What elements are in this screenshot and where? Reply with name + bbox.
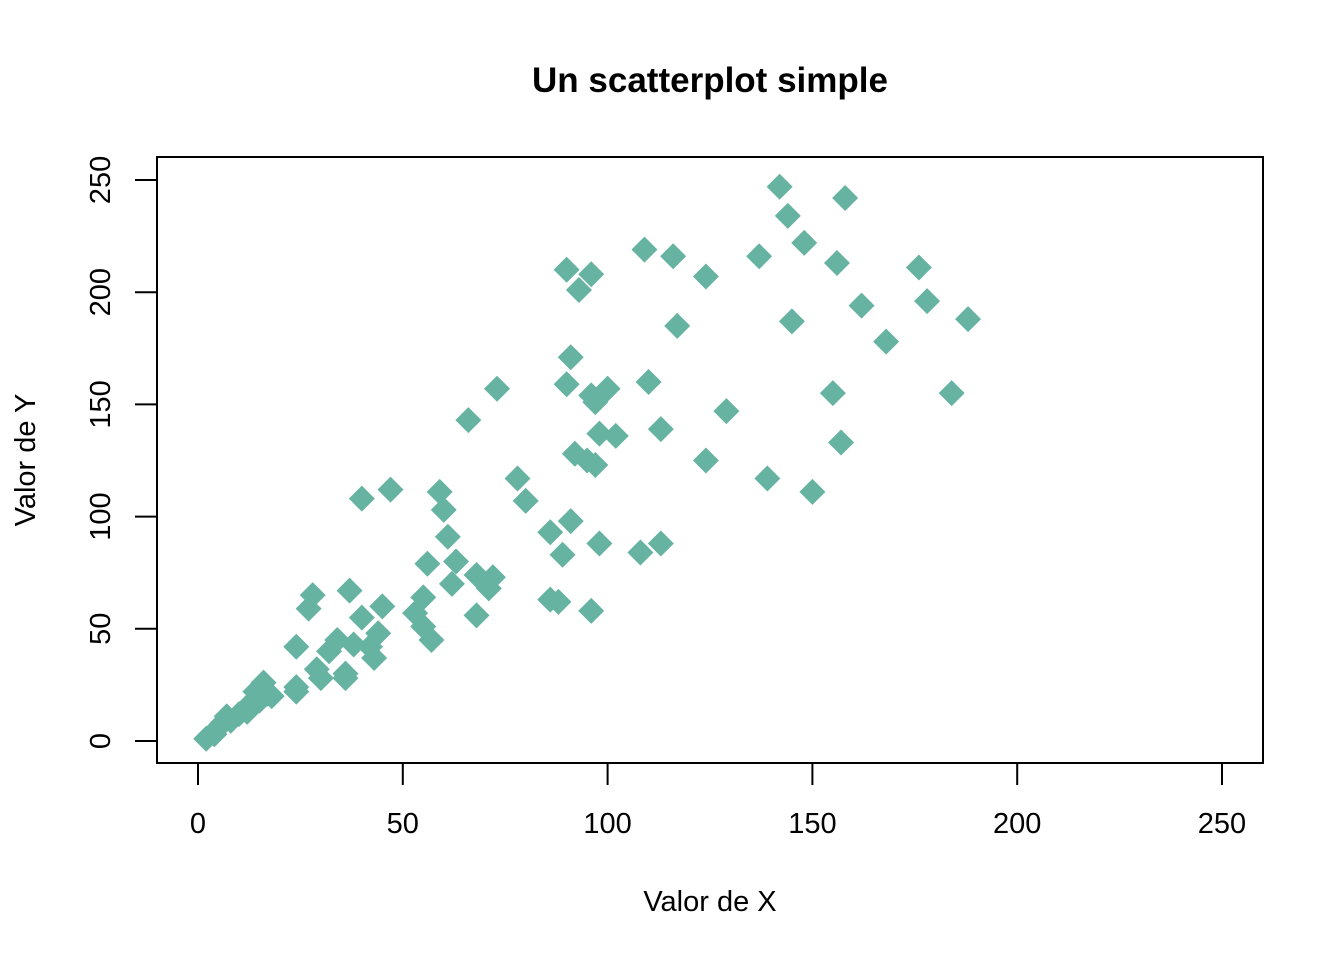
data-point [594,375,621,402]
data-point [586,530,613,557]
data-point [283,633,310,660]
data-point [234,698,261,725]
data-point [586,420,613,447]
data-point [545,588,572,615]
data-point [443,548,470,575]
data-point [307,665,334,692]
x-tick-label: 0 [190,808,206,840]
data-point [377,476,404,503]
data-point [635,368,662,395]
data-point [778,308,805,335]
data-point [553,256,580,283]
data-point [537,519,564,546]
data-point [848,292,875,319]
data-point [955,306,982,333]
data-point [504,465,531,492]
data-point [295,595,322,622]
data-point [832,184,859,211]
y-tick-label: 100 [85,492,117,540]
x-tick-label: 150 [788,808,836,840]
data-point [549,541,576,568]
y-axis: 0 50 100 150 200 250 [85,156,158,749]
y-tick-label: 250 [85,156,117,204]
data-point [484,375,511,402]
data-point [455,407,482,434]
data-point [713,398,740,425]
data-point [430,496,457,523]
data-point [479,564,506,591]
data-point [512,487,539,514]
data-point [819,380,846,407]
data-point [258,683,285,710]
data-point [905,254,932,281]
data-point [438,570,465,597]
data-point [766,173,793,200]
data-point [828,429,855,456]
data-point [557,344,584,371]
data-point [578,261,605,288]
data-point [746,243,773,270]
data-point [414,550,441,577]
data-point [754,465,781,492]
x-tick-label: 100 [583,808,631,840]
data-point [369,593,396,620]
data-point [553,371,580,398]
data-points [193,173,982,752]
data-point [463,602,490,629]
data-point [434,523,461,550]
data-point [647,530,674,557]
data-point [647,416,674,443]
data-point [348,604,375,631]
x-tick-label: 250 [1198,808,1246,840]
data-point [578,597,605,624]
y-tick-label: 0 [85,733,117,749]
y-tick-label: 150 [85,380,117,428]
data-point [938,380,965,407]
data-point [410,584,437,611]
data-point [631,236,658,263]
y-axis-label: Valor de Y [10,394,42,527]
data-point [799,478,826,505]
data-point [283,678,310,705]
data-point [426,478,453,505]
x-axis: 0 50 100 150 200 250 [190,762,1246,840]
chart-title: Un scatterplot simple [532,61,888,100]
data-point [660,243,687,270]
data-point [361,644,388,671]
y-tick-label: 50 [85,613,117,645]
x-tick-label: 50 [387,808,419,840]
x-axis-label: Valor de X [643,886,776,918]
data-point [336,577,363,604]
data-point [340,631,367,658]
data-point [418,627,445,654]
data-point [823,250,850,277]
data-point [565,276,592,303]
y-tick-label: 200 [85,268,117,316]
data-point [664,312,691,339]
data-point [692,447,719,474]
data-point [627,539,654,566]
data-point [557,508,584,535]
data-point [873,328,900,355]
data-point [692,263,719,290]
data-point [332,665,359,692]
data-point [914,288,941,315]
data-point [582,451,609,478]
data-point [774,202,801,229]
data-point [791,229,818,256]
data-point [602,422,629,449]
data-point [365,620,392,647]
x-tick-label: 200 [993,808,1041,840]
data-point [348,485,375,512]
